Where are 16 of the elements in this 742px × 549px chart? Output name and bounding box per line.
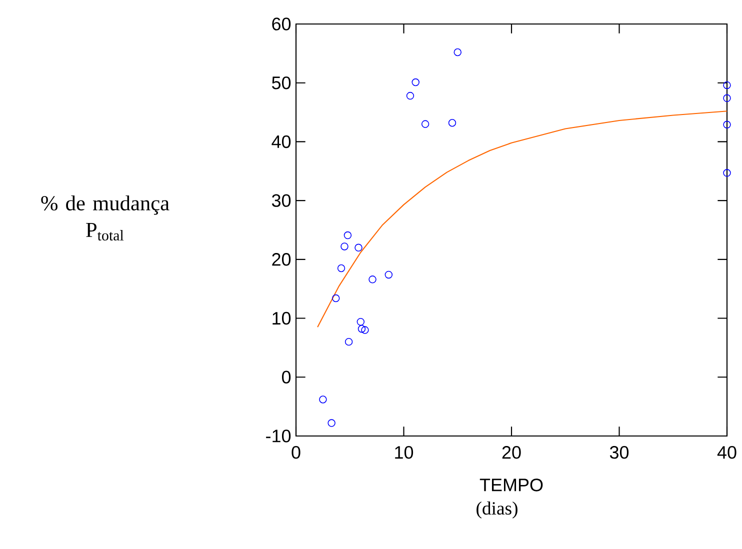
y-tick-label: 60 bbox=[272, 18, 291, 30]
x-tick-label: 20 bbox=[502, 446, 521, 459]
y-tick-label: 30 bbox=[272, 194, 291, 207]
y-tick-label: -10 bbox=[266, 430, 291, 442]
x-tick-label: 10 bbox=[395, 446, 414, 459]
x-tick-label: 0 bbox=[292, 446, 300, 459]
x-tick-label: 30 bbox=[610, 446, 629, 459]
y-tick-label: 10 bbox=[272, 312, 291, 325]
y-tick-label: 50 bbox=[272, 76, 291, 90]
x-tick-label: 40 bbox=[717, 446, 736, 459]
y-axis-title: % de mudança P$_{total}$ bbox=[41, 195, 170, 241]
y-tick-label: 40 bbox=[272, 135, 291, 148]
x-axis-title: TEMPO bbox=[480, 478, 543, 492]
y-tick-label: 0 bbox=[282, 370, 291, 384]
text: (dias) bbox=[476, 502, 518, 518]
y-tick-label: 20 bbox=[272, 253, 291, 266]
